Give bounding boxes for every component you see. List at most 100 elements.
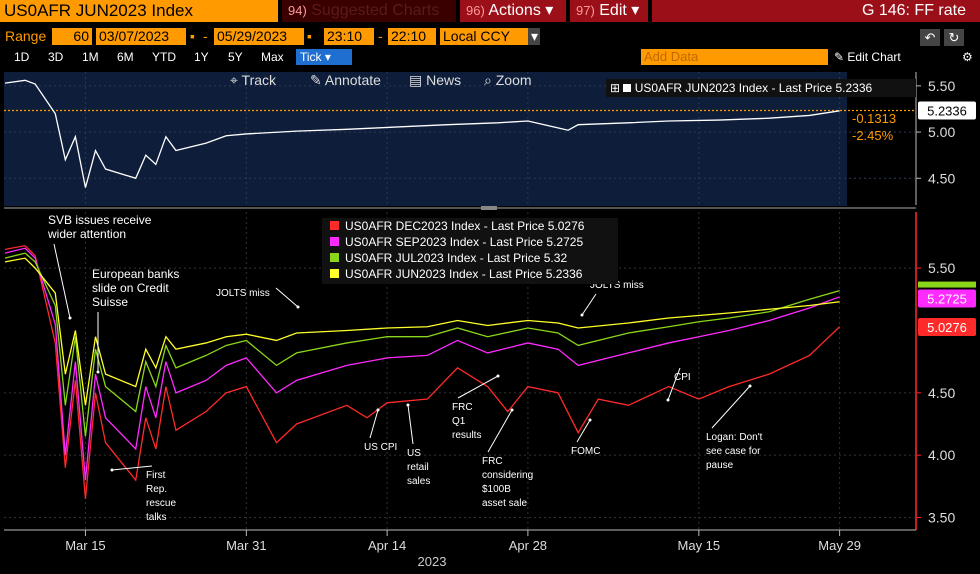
period-5y[interactable]: 5Y — [228, 50, 243, 64]
edit-chart-button[interactable]: ✎ Edit Chart — [834, 49, 901, 65]
sep-last-value: 5.2725 — [927, 291, 967, 306]
annotation-arrow-head — [588, 418, 592, 422]
annotation-text: talks — [146, 512, 167, 523]
annotation-text: JOLTS miss — [590, 280, 644, 291]
legend-swatch — [330, 269, 339, 278]
magnifier-icon: ⌕ — [484, 72, 492, 88]
legend-entry: US0AFR JUL2023 Index - Last Price 5.32 — [345, 251, 567, 265]
settings-icon[interactable]: ⚙ — [962, 50, 973, 64]
tick-select[interactable]: Tick ▾ — [296, 49, 352, 65]
annotation-arrow — [487, 409, 513, 453]
annotation: US retail sales — [406, 403, 430, 487]
currency-select[interactable]: Local CCY — [440, 28, 528, 45]
annotation-text: rescue — [146, 498, 176, 509]
pencil-icon: ✎ — [310, 72, 322, 88]
top-series — [4, 79, 916, 188]
annotation-arrow-head — [496, 374, 500, 378]
annotation-arrow — [457, 375, 499, 399]
time-dash: - — [378, 28, 383, 44]
y-tick-label: 3.50 — [928, 510, 955, 526]
chevron-down-icon: ▾ — [545, 2, 554, 19]
ticker-input[interactable]: US0AFR JUN2023 Index — [0, 0, 278, 22]
annotation-arrow — [407, 404, 414, 445]
annotation-text: US CPI — [364, 442, 397, 453]
legend-swatch — [330, 253, 339, 262]
period-1y[interactable]: 1Y — [194, 50, 209, 64]
start-date-input[interactable]: 03/07/2023 — [96, 28, 186, 45]
chevron-down-icon: ▾ — [324, 50, 331, 64]
y-tick-label: 5.50 — [928, 260, 955, 276]
annotation: FOMC — [571, 418, 600, 457]
start-time-input[interactable]: 23:10 — [324, 28, 374, 45]
x-tick-label: Apr 14 — [368, 538, 406, 553]
annotation: FRC Q1 results — [452, 374, 500, 441]
top-last-value: 5.2336 — [927, 103, 967, 118]
chart-name: G 146: FF rate — [652, 0, 980, 22]
calendar-icon[interactable]: ▪ — [190, 28, 195, 44]
edit-chart-label: Edit Chart — [847, 50, 901, 64]
year-label: 2023 — [418, 554, 447, 569]
end-date-input[interactable]: 05/29/2023 — [214, 28, 304, 45]
refresh-icon[interactable]: ↻ — [944, 29, 964, 46]
last-value-labels: 5.2336 5.2725 5.0276 — [918, 101, 976, 337]
x-tick-label: May 15 — [678, 538, 721, 553]
legend-entry: US0AFR SEP2023 Index - Last Price 5.2725 — [345, 235, 583, 249]
annotation-text: retail — [407, 462, 429, 473]
track-label: Track — [241, 72, 277, 88]
bottom-series — [4, 244, 841, 499]
annotation-text: see case for — [706, 446, 761, 457]
range-dash: - — [203, 28, 208, 44]
range-label: Range — [5, 28, 47, 44]
calendar-icon[interactable]: ▪ — [307, 28, 312, 44]
period-1d[interactable]: 1D — [14, 50, 30, 64]
annotate-label: Annotate — [324, 72, 381, 88]
y-tick-label: 5.50 — [928, 78, 955, 94]
chevron-down-icon[interactable]: ▾ — [528, 28, 540, 45]
period-ytd[interactable]: YTD — [152, 50, 176, 64]
period-3d[interactable]: 3D — [48, 50, 64, 64]
annotation-arrow-head — [510, 408, 514, 412]
top-series-line — [4, 79, 840, 188]
legend-swatch-white — [623, 84, 632, 92]
period-6m[interactable]: 6M — [117, 50, 134, 64]
annotation-arrow — [667, 367, 681, 401]
period-1m[interactable]: 1M — [82, 50, 99, 64]
zoom-button[interactable]: ⌕ Zoom — [484, 72, 532, 89]
zoom-label: Zoom — [495, 72, 532, 88]
undo-icon[interactable]: ↶ — [920, 29, 940, 46]
annotation: CPI — [666, 367, 691, 402]
dec-last-value-box — [918, 318, 976, 337]
suggested-charts-menu[interactable]: 94) Suggested Charts — [282, 0, 456, 22]
add-data-input[interactable]: Add Data — [641, 49, 828, 65]
bottom-y-ticks: 5.50 4.50 4.00 3.50 — [916, 260, 955, 526]
end-time-input[interactable]: 22:10 — [388, 28, 436, 45]
legend-entry: US0AFR JUN2023 Index - Last Price 5.2336 — [345, 267, 583, 281]
annotation: JOLTS miss — [580, 280, 644, 317]
annotation-text: Logan: Don't — [706, 432, 763, 443]
track-button[interactable]: ⌖ Track — [230, 72, 276, 89]
actions-menu[interactable]: 96) Actions ▾ — [460, 0, 566, 22]
annotation-text: FRC — [452, 402, 473, 413]
change-value: -0.1313 — [852, 111, 896, 126]
period-max[interactable]: Max — [261, 50, 284, 64]
news-label: News — [426, 72, 462, 88]
annotation-text: wider attention — [47, 227, 126, 241]
x-tick-label: Mar 15 — [65, 538, 105, 553]
annotation-arrow — [275, 287, 299, 308]
news-button[interactable]: ▤ News — [409, 72, 461, 89]
panel-resize-handle[interactable] — [481, 206, 497, 210]
top-legend-label: US0AFR JUN2023 Index - Last Price 5.2336 — [634, 81, 873, 95]
legend-swatch — [330, 221, 339, 230]
annotation-arrow-head — [666, 398, 670, 402]
annotation-text: considering — [482, 470, 533, 481]
annotate-button[interactable]: ✎ Annotate — [310, 72, 381, 89]
expand-icon[interactable]: ⊞ — [610, 81, 621, 95]
edit-menu[interactable]: 97) Edit ▾ — [570, 0, 648, 22]
annotation-text: SVB issues receive — [48, 213, 152, 227]
range-count-input[interactable]: 60 — [52, 28, 92, 45]
top-legend: ⊞ US0AFR JUN2023 Index - Last Price 5.23… — [606, 79, 916, 97]
x-ticks: Mar 15 Mar 31 Apr 14 Apr 28 May 15 May 29 — [65, 530, 861, 553]
y-tick-label: 4.50 — [928, 170, 955, 186]
top-grid — [4, 72, 916, 206]
jul-series-line — [4, 252, 840, 437]
